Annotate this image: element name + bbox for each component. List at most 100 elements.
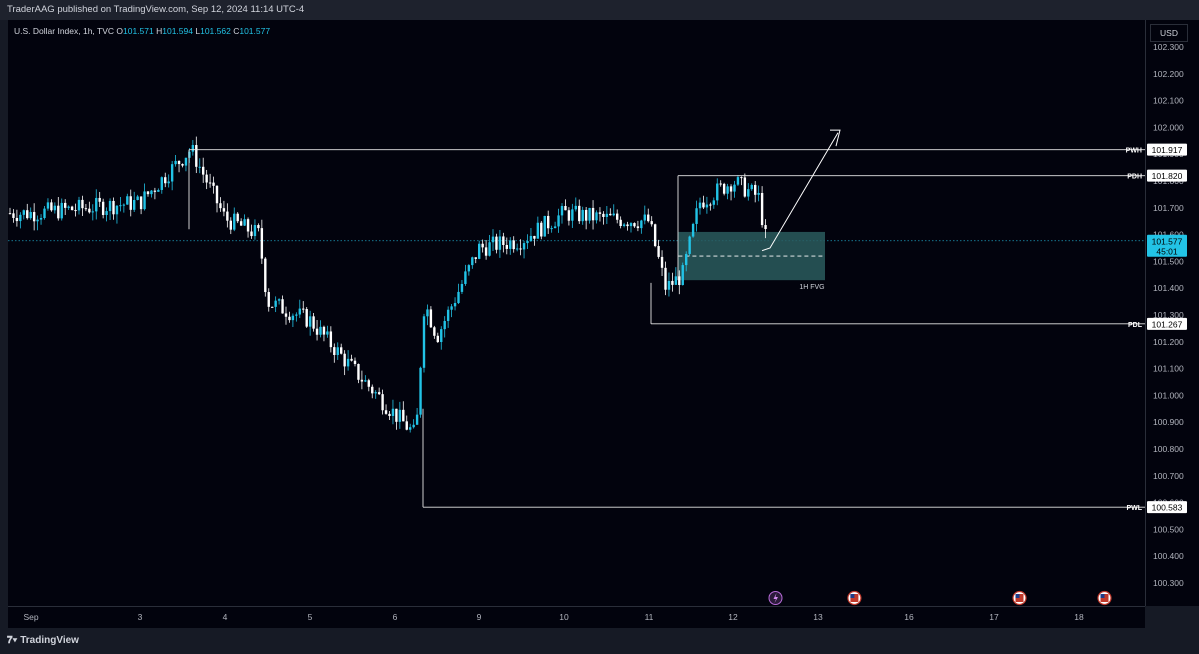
time-tick-label: 3 bbox=[138, 612, 143, 622]
fvg-label: 1H FVG bbox=[799, 284, 824, 291]
footer: 𝟕▾ TradingView bbox=[0, 628, 1199, 654]
legend-low: 101.562 bbox=[200, 26, 231, 36]
current-price-tag-bg bbox=[1147, 234, 1187, 257]
candle-body bbox=[288, 316, 291, 321]
candle-body bbox=[39, 218, 43, 220]
candle-body bbox=[174, 160, 177, 165]
candle-body bbox=[95, 197, 98, 212]
candle-body bbox=[640, 220, 643, 229]
candle-body bbox=[712, 200, 715, 205]
candle-body bbox=[550, 228, 553, 230]
candle-body bbox=[329, 331, 333, 348]
candle-body bbox=[343, 353, 346, 367]
candle-body bbox=[122, 204, 126, 206]
candle-body bbox=[460, 283, 464, 292]
candle-body bbox=[367, 380, 370, 387]
candle-body bbox=[340, 347, 343, 354]
candle-body bbox=[602, 213, 605, 217]
price-tick-label: 100.300 bbox=[1153, 578, 1184, 588]
candle-body bbox=[743, 177, 747, 197]
candle-body bbox=[457, 291, 460, 304]
candle-body bbox=[84, 208, 88, 210]
candle-body bbox=[526, 241, 529, 244]
candle-body bbox=[660, 256, 664, 268]
candle-body bbox=[484, 247, 488, 256]
candle-body bbox=[540, 222, 543, 237]
legend-open-label: O bbox=[116, 26, 123, 36]
candle-body bbox=[264, 258, 267, 293]
candle-body bbox=[236, 213, 239, 222]
candle-body bbox=[609, 213, 612, 216]
price-tick-label: 101.000 bbox=[1153, 390, 1184, 400]
candle-body bbox=[533, 235, 536, 239]
candle-body bbox=[488, 242, 491, 256]
candle-body bbox=[8, 213, 12, 215]
candle-body bbox=[243, 219, 246, 226]
candle-body bbox=[170, 164, 174, 182]
candle-body bbox=[719, 183, 722, 185]
candle-body bbox=[643, 214, 646, 221]
candle-body bbox=[164, 177, 167, 184]
candle-body bbox=[146, 191, 150, 195]
candle-body bbox=[443, 320, 446, 330]
currency-button[interactable]: USD bbox=[1150, 24, 1188, 42]
candle-body bbox=[678, 276, 681, 286]
brand-text: TradingView bbox=[20, 635, 79, 646]
candle-body bbox=[588, 207, 591, 221]
candle-body bbox=[398, 409, 402, 422]
candle-body bbox=[464, 271, 467, 284]
candle-body bbox=[709, 204, 712, 206]
time-tick-label: 18 bbox=[1074, 612, 1084, 622]
candle-body bbox=[619, 219, 622, 227]
candle-body bbox=[229, 220, 232, 230]
time-tick-label: 10 bbox=[559, 612, 569, 622]
candle-body bbox=[557, 215, 560, 227]
candle-body bbox=[305, 309, 308, 327]
candle-body bbox=[195, 145, 198, 167]
level-name-pwh: PWH bbox=[1126, 148, 1142, 155]
flag-canton bbox=[1015, 594, 1020, 598]
candle-body bbox=[409, 427, 412, 430]
candle-body bbox=[612, 213, 615, 216]
candle-body bbox=[453, 303, 457, 307]
candle-body bbox=[402, 409, 405, 422]
candle-body bbox=[691, 223, 695, 237]
candle-body bbox=[312, 316, 315, 329]
candle-body bbox=[36, 219, 39, 222]
candle-body bbox=[350, 358, 353, 361]
legend-open: 101.571 bbox=[123, 26, 154, 36]
candle-body bbox=[502, 236, 505, 246]
candle-body bbox=[333, 347, 336, 355]
candle-body bbox=[415, 414, 419, 425]
candle-body bbox=[754, 184, 757, 195]
candle-body bbox=[374, 392, 377, 394]
candle-body bbox=[205, 174, 208, 183]
candle-body bbox=[498, 236, 502, 250]
candle-body bbox=[478, 243, 481, 259]
level-price-tag-bg bbox=[1147, 317, 1187, 330]
candle-body bbox=[560, 205, 564, 216]
candle-body bbox=[440, 329, 443, 343]
time-axis[interactable] bbox=[8, 606, 1145, 629]
price-tick-label: 102.000 bbox=[1153, 122, 1184, 132]
chart-plot-area[interactable] bbox=[8, 20, 1145, 606]
candle-body bbox=[371, 386, 374, 394]
projection-arrow bbox=[761, 132, 839, 252]
candle-body bbox=[491, 236, 495, 243]
candle-body bbox=[377, 392, 381, 395]
candle-body bbox=[522, 243, 526, 250]
candle-body bbox=[246, 219, 250, 232]
candle-body bbox=[253, 225, 257, 237]
candle-body bbox=[505, 245, 508, 249]
price-tick-label: 102.200 bbox=[1153, 69, 1184, 79]
candle-body bbox=[388, 413, 391, 416]
time-tick-label: 17 bbox=[989, 612, 999, 622]
symbol-legend: U.S. Dollar Index, 1h, TVC O101.571 H101… bbox=[14, 26, 270, 36]
candle-body bbox=[702, 202, 705, 208]
tradingview-logo[interactable]: 𝟕▾ TradingView bbox=[7, 635, 79, 646]
candle-body bbox=[481, 243, 484, 248]
legend-symbol: U.S. Dollar Index, 1h, TVC bbox=[14, 26, 114, 36]
candle-body bbox=[553, 226, 557, 229]
candle-body bbox=[433, 327, 436, 336]
candle-body bbox=[412, 424, 415, 428]
